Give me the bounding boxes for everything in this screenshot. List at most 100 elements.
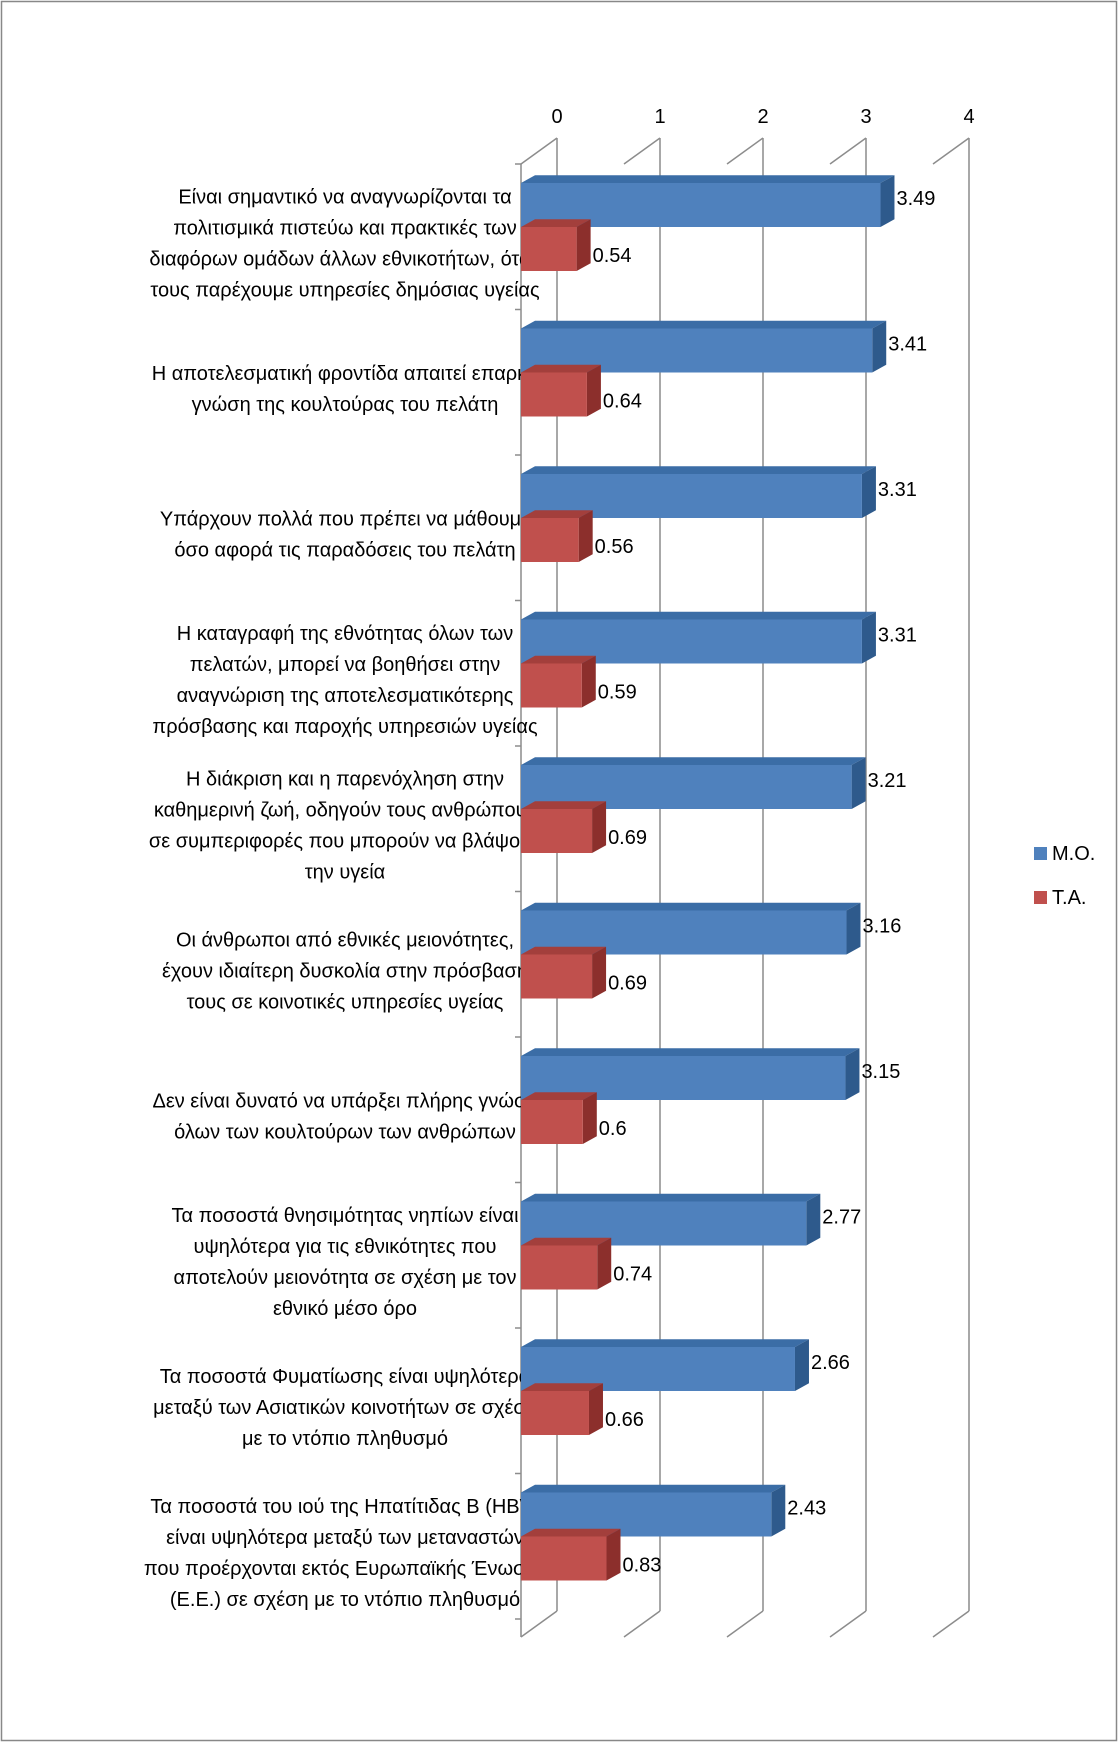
category-label: Είναι σημαντικό να αναγνωρίζονται τα [178,187,511,209]
bar-ta-end [586,364,601,417]
category-label: Οι άνθρωποι από εθνικές μειονότητες, [176,930,514,952]
category-label: εθνικό μέσο όρο [273,1298,417,1320]
gridline-depth-bottom [623,1610,661,1638]
category-label: τους σε κοινοτικές υπηρεσίες υγείας [187,992,504,1014]
bar-ta-end [582,1092,597,1144]
category-label: πολιτισμικά πιστεύω και πρακτικές των [173,218,517,240]
category-label: αναγνώριση της αποτελεσματικότερης [177,685,514,707]
bar-mo-end [872,320,887,373]
bar-ta-end [592,801,607,853]
category-label: που προέρχονται εκτός Ευρωπαϊκής Ένωσης [144,1558,547,1580]
category-label: καθημερινή ζωή, οδηγούν τους ανθρώπους [154,800,537,822]
tick-label: 1 [654,106,665,128]
category-label: τους παρέχουμε υπηρεσίες δημόσιας υγείας [150,280,540,302]
bar-ta-top [521,1528,621,1537]
bar-ta-end [578,510,593,562]
bar-ta [521,1100,583,1144]
bar-mo-top [521,1339,809,1347]
bar-mo-top [521,611,876,620]
bar-mo-end [861,611,876,664]
bar-mo-top [521,1193,821,1202]
data-labels: 3.49 3.41 3.31 3.31 3.21 3.16 3.15 2.77 2.66 2.43… [593,188,936,1577]
legend-swatch [1034,847,1047,860]
category-label: αποτελούν μειονότητα σε σχέση με τον [174,1267,517,1289]
category-label: Τα ποσοστά θνησιμότητας νηπίων είναι [171,1205,518,1227]
data-label: 3.16 [862,916,901,938]
category-label: Τα ποσοστά Φυματίωσης είναι υψηλότερα [160,1366,530,1388]
category-label: όσο αφορά τις παραδόσεις του πελάτη [174,540,515,562]
data-label: 0.83 [622,1555,661,1577]
data-label: 2.77 [822,1207,861,1229]
data-label: 3.41 [888,334,927,356]
tick-label: 2 [757,106,768,128]
bar-mo-top [521,757,866,765]
gridline-depth-bottom [932,1610,970,1638]
data-label: 0.6 [599,1118,627,1140]
category-label: σε συμπεριφορές που μπορούν να βλάψουν [149,831,541,853]
category-label: μεταξύ των Ασιατικών κοινοτήτων σε σχέση [153,1397,537,1419]
data-label: 0.59 [598,682,637,704]
data-label: 3.31 [878,625,917,647]
category-label: είναι υψηλότερα μεταξύ των μεταναστών [166,1527,524,1549]
bar-ta [521,1245,598,1290]
legend-label: Τ.Α. [1052,887,1086,909]
category-label: όλων των κουλτούρων των ανθρώπων [174,1122,516,1144]
bar-ta [521,1391,589,1435]
category-label: Δεν είναι δυνατό να υπάρξει πλήρης γνώση [152,1091,537,1113]
bar-ta [521,663,582,708]
bars [521,175,895,1581]
data-label: 0.69 [608,827,647,849]
bar-ta-end [606,1528,621,1581]
data-label: 0.69 [608,973,647,995]
category-label: Η διάκριση και η παρενόχληση στην [186,769,504,791]
bar-ta-top [521,1383,603,1391]
bar-ta-top [521,1092,597,1100]
bar-mo-top [521,175,895,183]
bar-mo-top [521,466,876,474]
gridline-depth-bottom [520,1610,558,1638]
bar-mo-top [521,1048,860,1056]
data-label: 3.15 [861,1061,900,1083]
bar-mo-top [521,320,887,329]
bar-mo-end [880,175,895,227]
data-label: 2.43 [787,1498,826,1520]
bar-ta-top [521,801,607,809]
data-label: 3.31 [878,479,917,501]
legend-swatch [1034,891,1047,904]
category-label: Η αποτελεσματική φροντίδα απαιτεί επαρκή [152,363,539,385]
bar-mo-end [846,902,861,955]
bar-ta-end [576,219,591,271]
bar-mo-end [845,1048,860,1100]
category-label: (Ε.Ε.) σε σχέση με το ντόπιο πληθυσμό [170,1589,520,1611]
category-label: διαφόρων ομάδων άλλων εθνικοτήτων, όταν [149,249,540,271]
bar-ta-top [521,510,593,518]
bar-ta [521,518,579,562]
data-label: 2.66 [811,1352,850,1374]
gridline-depth-bottom [829,1610,867,1638]
gridline-depth-top [623,137,661,165]
data-label: 0.74 [613,1264,652,1286]
axis-ticks: 0 1 2 3 4 [551,106,974,128]
bar-mo-top [521,1484,786,1493]
bar-ta-top [521,364,601,373]
bar-mo-end [794,1339,809,1391]
legend: Μ.Ο. Τ.Α. [1034,843,1095,909]
category-label: Η καταγραφή της εθνότητας όλων των [177,623,513,645]
bar-mo-top [521,902,861,911]
tick-label: 4 [963,106,974,128]
bar-ta-top [521,946,607,955]
category-label: πρόσβασης και παροχής υπηρεσιών υγείας [152,716,538,738]
data-label: 0.54 [593,245,632,267]
tick-label: 3 [860,106,871,128]
bar-mo-end [771,1484,786,1537]
bar-ta-end [588,1383,603,1435]
data-label: 3.49 [896,188,935,210]
data-label: 0.66 [605,1409,644,1431]
bar-ta [521,227,577,271]
gridline-depth-top [520,137,558,165]
category-label: με το ντόπιο πληθυσμό [242,1428,448,1450]
bar-mo-end [861,466,876,518]
gridline-depth-top [726,137,764,165]
